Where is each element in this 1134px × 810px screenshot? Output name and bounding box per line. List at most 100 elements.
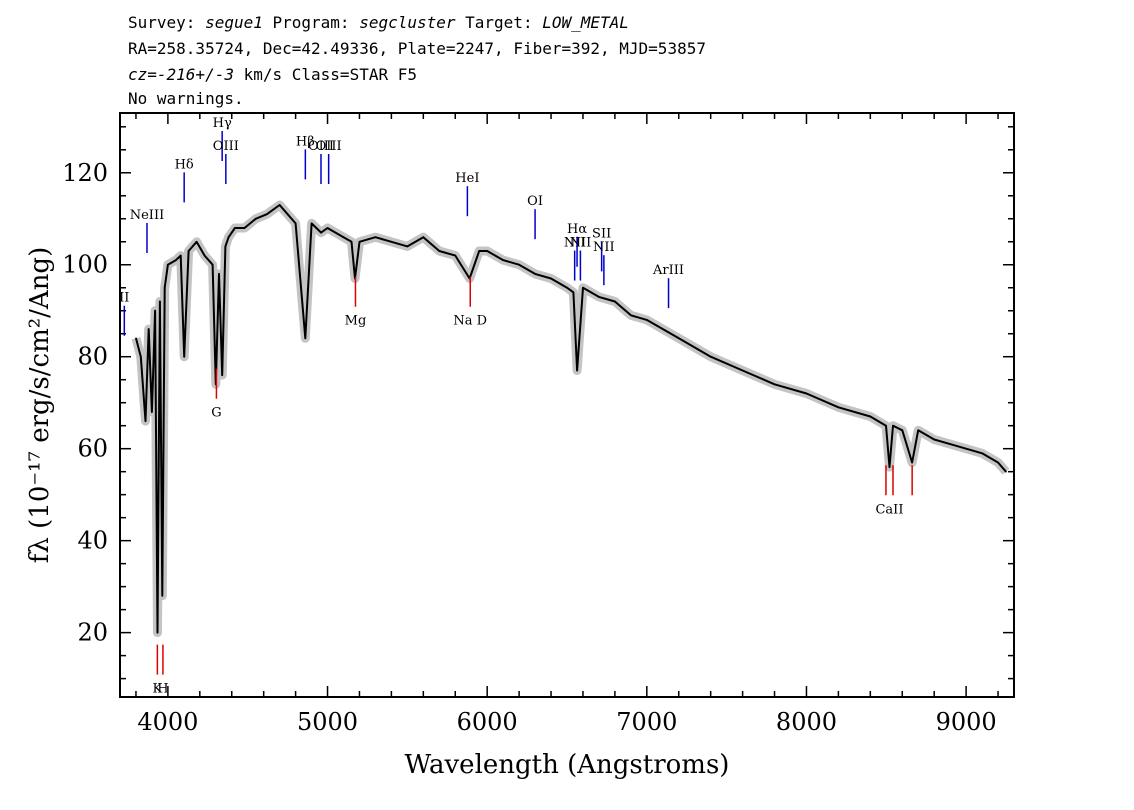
emission-line-label: NII xyxy=(570,236,592,251)
x-tick-label: 4000 xyxy=(137,708,198,736)
flux-point xyxy=(805,392,808,395)
flux-point xyxy=(278,204,281,206)
plot-area: 4000 5000 6000 7000 8000 9000 20 40 60 80 100 120 II… xyxy=(62,113,1014,736)
flux-point xyxy=(422,236,425,238)
emission-line-label: Hα xyxy=(567,222,587,237)
flux-point xyxy=(286,213,289,215)
flux-point xyxy=(147,328,150,330)
flux-point xyxy=(294,222,297,225)
emission-line-label: Hβ xyxy=(296,134,315,149)
x-tick-label: 9000 xyxy=(936,708,997,736)
flux-point xyxy=(211,263,214,266)
flux-point xyxy=(234,227,236,229)
flux-point xyxy=(167,263,169,266)
flux-point xyxy=(156,631,159,634)
flux-point xyxy=(892,424,894,427)
emission-line-label: HeI xyxy=(455,171,479,186)
y-tick-label: 100 xyxy=(62,251,108,279)
flux-point xyxy=(374,236,377,238)
x-tick-label: 7000 xyxy=(616,708,677,736)
flux-point xyxy=(183,355,185,358)
header-block: Survey: segue1 Program: segcluster Targe… xyxy=(128,13,706,108)
flux-point xyxy=(933,438,935,441)
flux-point xyxy=(326,227,329,229)
y-tick-label: 60 xyxy=(77,435,108,463)
flux-point xyxy=(709,355,712,358)
flux-point xyxy=(582,286,584,289)
header-line-4: No warnings. xyxy=(128,89,244,108)
absorption-line-label: G xyxy=(211,406,221,421)
flux-point xyxy=(221,374,223,376)
absorption-line-label: Na D xyxy=(453,314,487,329)
flux-point xyxy=(869,415,872,418)
flux-point xyxy=(678,337,680,340)
emission-line-label: ArIII xyxy=(652,263,684,278)
y-tick-label: 40 xyxy=(77,527,108,555)
flux-point xyxy=(358,241,361,243)
flux-point xyxy=(218,273,220,275)
flux-point xyxy=(534,273,536,275)
flux-point xyxy=(243,227,246,229)
flux-point xyxy=(227,236,230,238)
flux-point xyxy=(342,236,345,238)
flux-point xyxy=(917,429,919,432)
x-tick-label: 8000 xyxy=(776,708,837,736)
flux-point xyxy=(598,296,600,298)
emission-line-label: SII xyxy=(592,226,611,241)
flux-point xyxy=(478,250,481,252)
flux-point xyxy=(161,595,164,597)
flux-point xyxy=(454,254,457,257)
absorption-line-label: H xyxy=(157,682,168,697)
y-axis-title: fλ (10⁻¹⁷ erg/s/cm²/Ang) xyxy=(25,247,55,563)
flux-point xyxy=(266,213,268,215)
emission-line-label: OIII xyxy=(213,139,239,154)
x-tick-label: 6000 xyxy=(457,708,518,736)
flux-point xyxy=(320,231,322,234)
emission-line-label: Hγ xyxy=(213,116,232,131)
flux-point xyxy=(518,263,520,266)
flux-point xyxy=(773,383,776,386)
flux-point xyxy=(390,241,393,243)
flux-point xyxy=(151,411,153,413)
flux-point xyxy=(304,337,307,340)
flux-point xyxy=(888,466,891,468)
y-tick-label: 120 xyxy=(62,159,108,187)
flux-point xyxy=(566,286,568,289)
flux-point xyxy=(997,461,999,464)
flux-point xyxy=(646,319,648,321)
flux-point xyxy=(224,245,227,248)
emission-line-label: NII xyxy=(564,236,586,251)
flux-point xyxy=(949,443,951,445)
flux-point xyxy=(203,254,206,257)
flux-point xyxy=(406,245,409,248)
emission-line-label: OIII xyxy=(316,139,342,154)
flux-point xyxy=(350,241,353,243)
flux-point xyxy=(154,309,156,312)
flux-point xyxy=(135,337,137,340)
flux-point xyxy=(965,447,967,450)
flux-point xyxy=(187,250,190,252)
emission-line-label: Hδ xyxy=(175,157,194,172)
flux-point xyxy=(438,250,441,252)
flux-point xyxy=(885,424,887,427)
flux-line xyxy=(135,204,1007,634)
flux-point xyxy=(981,452,983,455)
y-tick-label: 80 xyxy=(77,343,108,371)
absorption-line-label: K xyxy=(152,682,162,697)
emission-line-label: NII xyxy=(593,240,615,255)
emission-line-label: NeIII xyxy=(130,208,164,223)
flux-point xyxy=(1005,470,1007,473)
flux-point xyxy=(837,406,840,409)
flux-point xyxy=(486,250,489,252)
y-tick-label: 20 xyxy=(77,619,108,647)
flux-point xyxy=(576,369,578,372)
flux-point xyxy=(310,222,313,225)
flux-point xyxy=(614,300,616,303)
header-line-3: cz=-216+/-3 km/s Class=STAR F5 xyxy=(128,65,417,84)
flux-point xyxy=(741,369,744,372)
flux-point xyxy=(163,286,166,289)
flux-point xyxy=(140,355,142,358)
flux-point xyxy=(502,259,504,261)
emission-line-label: II xyxy=(119,291,129,306)
